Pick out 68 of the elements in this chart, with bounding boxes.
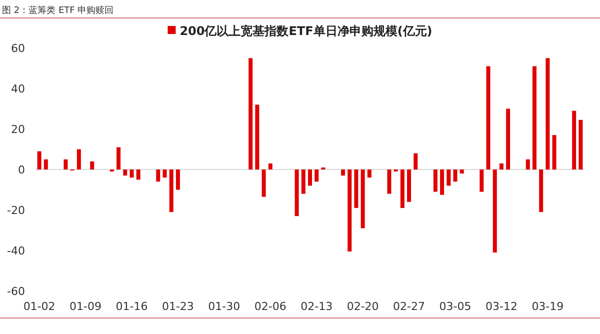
bar [44,159,48,170]
y-tick-label: -40 [7,244,25,258]
x-tick-label: 02-06 [254,300,286,313]
y-tick-label: 0 [18,164,25,176]
bar [169,170,174,212]
x-tick-label: 02-27 [393,300,426,313]
x-tick-label: 01-23 [162,300,194,313]
x-tick-label: 01-30 [208,300,240,313]
bar [387,170,392,194]
bar [341,170,346,176]
bar [572,110,576,170]
bar [539,170,544,212]
bar [407,170,412,202]
y-tick-label: 20 [11,123,25,136]
bar [116,147,121,170]
bar [76,149,81,170]
chart-title: 图 2：蓝筹类 ETF 申购赎回 [2,5,114,16]
x-tick-label: 03-05 [439,300,472,313]
bar [480,170,484,192]
bar [136,170,140,180]
legend-label: 200亿以上宽基指数ETF单日净申购规模(亿元) [180,24,432,38]
bar [440,170,444,195]
y-tick-label: -60 [7,285,25,298]
bar [248,58,253,170]
bar [130,170,134,178]
bar [486,66,490,170]
bar [90,161,94,170]
bar [360,170,365,228]
x-tick-label: 02-20 [346,300,379,313]
y-tick-label: 40 [11,82,25,96]
bar [268,163,272,170]
bar [499,163,504,170]
x-tick-label: 03-12 [485,300,518,313]
bar [367,170,372,178]
bar [64,159,68,170]
bar [37,151,42,170]
bar [156,170,160,182]
bar [262,170,266,197]
bar [433,170,438,192]
bar [578,120,583,170]
bar [526,159,530,170]
bar [414,153,418,170]
bar [348,170,352,252]
bar [552,135,556,170]
bar [301,170,306,194]
bar [176,170,180,190]
x-tick-label: 01-02 [23,300,56,313]
y-tick-label: 60 [11,42,25,55]
bar [446,170,451,186]
x-tick-label: 03-19 [532,300,564,313]
bar [255,104,260,170]
bar [308,170,312,186]
bar [532,66,536,170]
y-tick-label: -20 [7,204,25,217]
bar [314,170,319,182]
bar [492,170,497,253]
x-tick-label: 01-09 [70,300,102,313]
x-tick-label: 01-16 [116,300,148,313]
bar [460,170,464,174]
bar [546,58,550,170]
bar [506,108,510,170]
bar [294,170,299,216]
bar [354,170,358,208]
bar [400,170,404,208]
bar [123,170,128,176]
bar [453,170,458,182]
x-tick-label: 02-13 [300,300,333,313]
bar [162,170,167,178]
